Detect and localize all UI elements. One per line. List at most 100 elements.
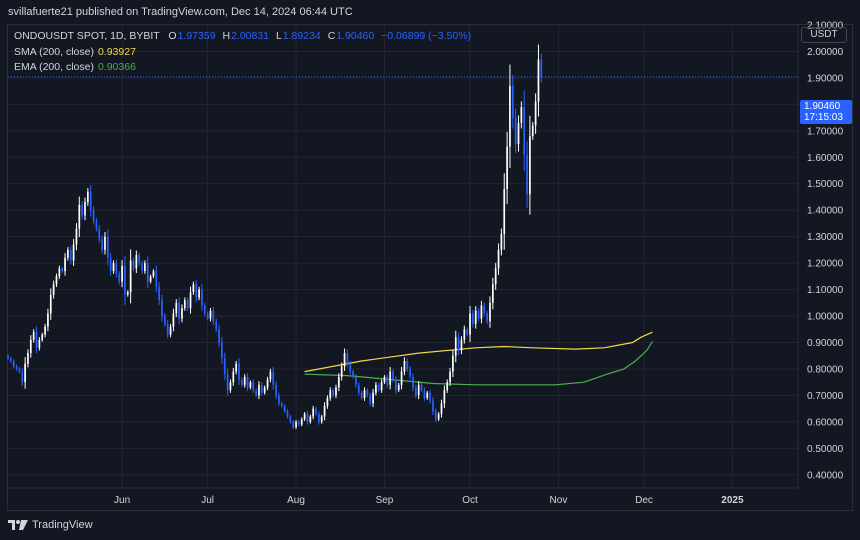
candle bbox=[44, 323, 46, 338]
candle-body bbox=[443, 390, 446, 404]
ema-row[interactable]: EMA (200, close) 0.90366 bbox=[14, 60, 471, 76]
candle-body bbox=[486, 313, 488, 322]
candle bbox=[212, 307, 215, 326]
candle bbox=[420, 382, 423, 392]
candle bbox=[454, 330, 457, 363]
time-tick-label: Aug bbox=[287, 495, 305, 506]
candle bbox=[540, 53, 543, 83]
candle-body bbox=[132, 260, 135, 269]
candle-body bbox=[372, 392, 374, 404]
candle bbox=[252, 379, 255, 393]
candle-body bbox=[141, 263, 143, 272]
candle-body bbox=[272, 371, 275, 385]
candle-body bbox=[352, 371, 354, 377]
candle-body bbox=[29, 339, 32, 354]
candle-body bbox=[452, 355, 454, 372]
candle-body bbox=[386, 376, 389, 385]
candle-body bbox=[454, 337, 457, 356]
candle bbox=[115, 259, 118, 278]
candle bbox=[491, 277, 494, 310]
open-value: 1.97359 bbox=[177, 30, 216, 42]
candle bbox=[360, 390, 363, 400]
candle-body bbox=[303, 413, 306, 420]
candle bbox=[195, 279, 198, 303]
currency-button[interactable]: USDT bbox=[801, 27, 847, 43]
candle bbox=[397, 382, 400, 392]
candle-body bbox=[531, 125, 534, 137]
candle bbox=[377, 382, 380, 392]
candle-body bbox=[511, 85, 514, 118]
candle-body bbox=[366, 390, 369, 396]
candle-body bbox=[21, 371, 24, 383]
candle bbox=[238, 358, 240, 386]
candle-body bbox=[109, 257, 112, 272]
candle bbox=[517, 115, 520, 152]
candle-body bbox=[497, 249, 500, 269]
candle bbox=[218, 324, 220, 348]
candle bbox=[112, 260, 115, 274]
candle-body bbox=[440, 403, 443, 414]
ema-label: EMA (200, close) bbox=[14, 61, 94, 73]
candle bbox=[463, 325, 466, 344]
candle bbox=[426, 390, 429, 400]
candle bbox=[403, 357, 406, 376]
candle-body bbox=[414, 387, 417, 396]
candle-body bbox=[158, 286, 161, 301]
candle bbox=[21, 367, 24, 386]
candle-body bbox=[375, 384, 377, 393]
price-tick-label: 1.20000 bbox=[807, 259, 844, 270]
candle bbox=[152, 269, 155, 279]
candle-body bbox=[263, 387, 266, 393]
tradingview-logo[interactable]: TradingView bbox=[8, 519, 93, 531]
candle bbox=[183, 297, 186, 311]
candle-body bbox=[129, 260, 132, 293]
countdown-timer: 17:15:03 bbox=[804, 112, 843, 123]
candle-body bbox=[47, 313, 49, 327]
candle-body bbox=[195, 284, 198, 298]
candle bbox=[534, 93, 537, 134]
candle bbox=[392, 368, 394, 383]
candle bbox=[166, 320, 169, 339]
candle-body bbox=[269, 371, 272, 380]
candle bbox=[235, 360, 238, 375]
candle-body bbox=[209, 310, 212, 319]
candle bbox=[169, 323, 172, 338]
candle bbox=[318, 411, 320, 425]
candle-body bbox=[201, 289, 203, 306]
candle-body bbox=[534, 101, 537, 126]
candle-body bbox=[266, 379, 269, 388]
candle bbox=[52, 280, 55, 299]
candle-body bbox=[44, 326, 46, 335]
candle bbox=[309, 414, 312, 424]
candle-body bbox=[118, 273, 121, 282]
sma-row[interactable]: SMA (200, close) 0.93927 bbox=[14, 45, 471, 61]
tradingview-label: TradingView bbox=[32, 519, 93, 531]
candle bbox=[164, 313, 166, 327]
candle-body bbox=[300, 419, 303, 425]
low-label: L bbox=[275, 30, 282, 42]
symbol-label[interactable]: ONDOUSDT SPOT, 1D, BYBIT bbox=[14, 30, 160, 42]
candle bbox=[414, 384, 417, 399]
candle-body bbox=[432, 400, 434, 412]
candle-body bbox=[463, 329, 466, 340]
candle-body bbox=[64, 257, 66, 272]
candle-body bbox=[212, 310, 215, 322]
candle-body bbox=[92, 210, 95, 221]
publish-line: svillafuerte21 published on TradingView.… bbox=[8, 6, 353, 18]
candle-body bbox=[403, 361, 406, 372]
candle bbox=[340, 362, 343, 381]
candle-body bbox=[87, 191, 89, 203]
candle bbox=[352, 369, 354, 379]
candle bbox=[537, 44, 540, 117]
price-tick-label: 0.70000 bbox=[807, 391, 844, 402]
candle-body bbox=[355, 376, 357, 385]
sma-value: 0.93927 bbox=[97, 45, 136, 58]
close-label: C bbox=[327, 30, 336, 42]
candle bbox=[509, 64, 511, 169]
candle bbox=[449, 367, 451, 386]
candle bbox=[432, 396, 434, 415]
candle-body bbox=[474, 310, 477, 324]
candle bbox=[389, 366, 392, 390]
candle bbox=[206, 311, 209, 321]
